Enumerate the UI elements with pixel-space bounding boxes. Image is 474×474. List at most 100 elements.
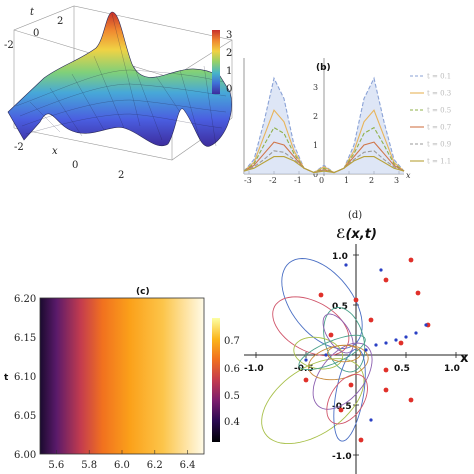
d-marker-red-6 (408, 397, 414, 403)
a-x-tick-3: 2 (118, 170, 124, 181)
surface-mesh (15, 13, 227, 147)
d-marker-red-14 (358, 437, 364, 443)
b-series-line-0 (243, 76, 405, 174)
b-x-tick-label: 2 (369, 176, 374, 185)
c-x-tick-label: 6.4 (180, 460, 196, 471)
d-marker-blue-11 (369, 418, 373, 422)
a-cbar-tick-3: 1 (226, 66, 232, 77)
b-legend-label-2: t = 0.5 (427, 107, 451, 115)
b-legend-label-4: t = 0.9 (427, 141, 451, 149)
a-x-axis-label: x (52, 146, 58, 157)
d-x-tick-label: -1.0 (244, 364, 264, 374)
c-cbar-tick-1: 0.7 (224, 336, 240, 347)
d-y-tick-label: -0.5 (332, 402, 352, 412)
c-colorbar (212, 318, 220, 442)
b-legend-label-1: t = 0.3 (427, 90, 451, 98)
d-y-tick-label: 0.5 (332, 302, 348, 312)
d-marker-blue-1 (374, 343, 378, 347)
c-title: (c) (136, 287, 150, 297)
b-y-tick-label: 3 (313, 83, 318, 92)
a-x-tick-2: 0 (72, 160, 78, 171)
c-heatmap-field (39, 297, 205, 455)
d-marker-red-8 (353, 297, 359, 303)
b-x-tick-label: 0 (319, 176, 324, 185)
b-legend: t = 0.1 t = 0.3 t = 0.5 t = 0.7 t = 0.9 t = 1… (410, 73, 451, 166)
c-y-tick-label: 6.05 (14, 411, 36, 422)
d-marker-blue-8 (304, 358, 308, 362)
c-cbar-tick-3: 0.5 (224, 391, 240, 402)
d-curve-8 (326, 373, 368, 425)
b-series-line-2 (243, 126, 405, 174)
c-x-tick-label: 5.8 (81, 460, 97, 471)
c-cbar-tick-2: 0.6 (224, 364, 240, 375)
d-y-axis-label: ℰ(x,t) (336, 227, 377, 242)
a-cbar-tick-1: 3 (226, 30, 232, 41)
d-marker-red-11 (398, 340, 404, 346)
b-series-group (243, 76, 405, 174)
b-y-tick-label: 1 (313, 141, 318, 150)
d-marker-red-5 (383, 387, 389, 393)
d-marker-blue-5 (414, 331, 418, 335)
d-ticks: -1.0 -0.5 0.5 1.01.00.5-0.5-1.0 (244, 252, 460, 462)
d-curve-11 (327, 344, 361, 363)
b-title: (b) (316, 63, 331, 73)
d-title: (d) (348, 210, 362, 221)
b-x-tick-label: -3 (244, 176, 252, 185)
d-marker-blue-10 (344, 263, 348, 267)
a-t-axis-label: t (30, 7, 35, 18)
a-cbar-tick-4: 0 (226, 84, 232, 95)
d-curve-6 (333, 348, 366, 442)
panel-d-parametric: (d) ℰ(x,t) x -1.0 -0.5 0.5 1.01.00.5-0.5-1.… (244, 210, 469, 474)
c-y-tick-label: 6.20 (14, 294, 36, 305)
d-marker-red-0 (408, 257, 414, 263)
c-x-tick-label: 5.6 (48, 460, 64, 471)
surface-body (7, 11, 232, 147)
b-series-fill-0 (244, 78, 404, 174)
a-t-tick-1: -2 (4, 40, 14, 51)
b-y-tick-label: 2 (313, 112, 318, 121)
b-legend-label-3: t = 0.7 (427, 124, 451, 132)
c-x-tick-label: 6.0 (114, 460, 130, 471)
d-curve-3 (312, 342, 373, 410)
b-x-tick-label: 3 (394, 176, 399, 185)
a-x-tick-1: -2 (14, 142, 24, 153)
b-x-tick-label: -2 (269, 176, 277, 185)
d-marker-red-3 (328, 332, 334, 338)
panel-a-surface: -2 0 2 t -2 0 2 x 3 2 1 0 (4, 5, 232, 181)
c-y-tick-label: 6.15 (14, 333, 36, 344)
d-marker-blue-0 (364, 348, 368, 352)
c-cbar-tick-4: 0.4 (224, 417, 240, 428)
c-x-tick-label: 6.2 (147, 460, 163, 471)
b-x-tick-label: -1 (294, 176, 302, 185)
d-marker-blue-4 (404, 335, 408, 339)
d-curve-9 (322, 313, 354, 354)
d-y-tick-label: 1.0 (332, 252, 348, 262)
d-x-tick-label: 1.0 (444, 364, 460, 374)
c-y-tick-label: 6.10 (14, 372, 36, 383)
d-curve-7 (293, 336, 344, 370)
d-x-axis-label: x (460, 351, 469, 366)
d-marker-blue-6 (424, 323, 428, 327)
d-curve-0 (281, 258, 363, 350)
d-marker-red-4 (348, 382, 354, 388)
d-x-tick-label: 0.5 (394, 364, 410, 374)
d-y-tick-label: -1.0 (332, 452, 352, 462)
d-marker-red-10 (318, 292, 324, 298)
c-y-tick-label: 6.00 (14, 450, 36, 461)
d-curve-10 (298, 334, 366, 371)
d-marker-blue-9 (379, 268, 383, 272)
b-x-axis-label: x (406, 171, 411, 180)
b-legend-label-0: t = 0.1 (427, 73, 451, 81)
a-t-tick-3: 2 (57, 16, 63, 27)
b-series-line-4 (243, 150, 405, 174)
d-marker-red-1 (383, 277, 389, 283)
c-y-axis-label: t (4, 373, 9, 383)
b-series-line-3 (243, 141, 405, 174)
d-marker-red-13 (338, 407, 344, 413)
a-cbar-tick-2: 2 (226, 48, 232, 59)
c-ticks: 5.6 5.8 6.0 6.2 6.4 6.20 6.15 6.10 6.05 6.00 (14, 294, 196, 471)
d-curves (261, 257, 431, 445)
d-marker-blue-2 (384, 341, 388, 345)
d-marker-blue-7 (324, 353, 328, 357)
